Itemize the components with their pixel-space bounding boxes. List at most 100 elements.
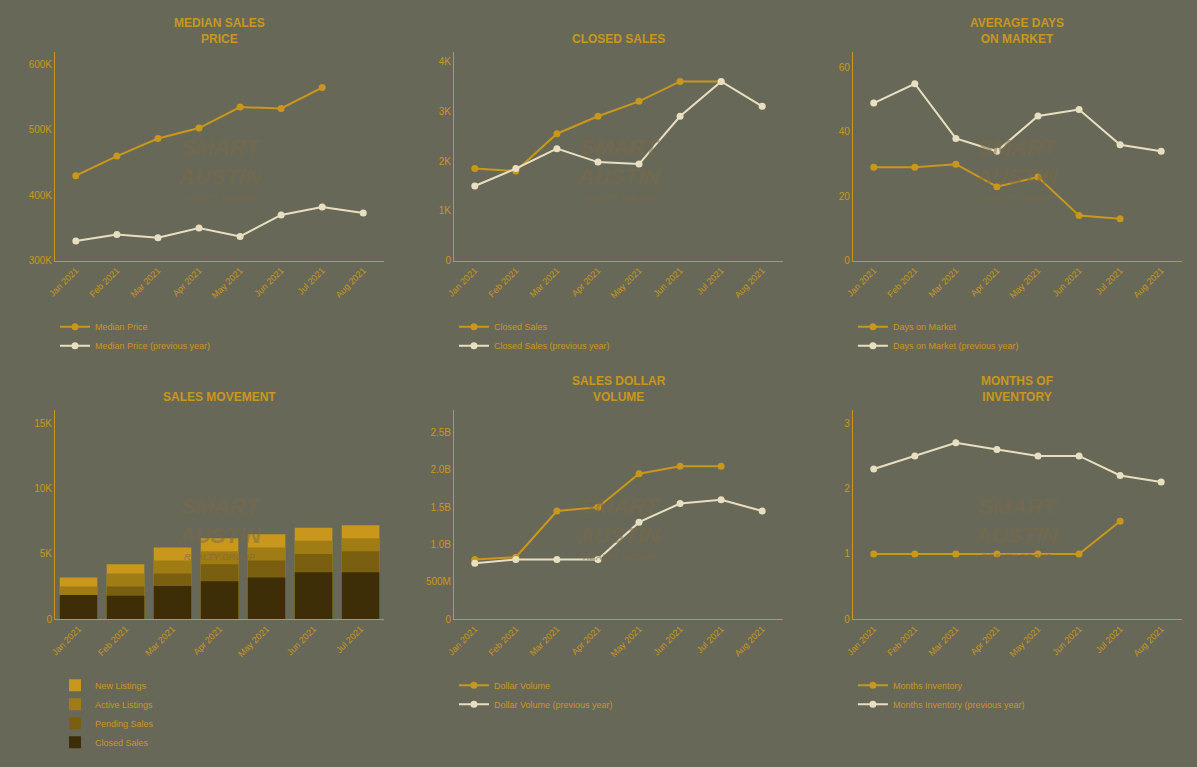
svg-text:Jan 2021: Jan 2021 (845, 265, 878, 298)
svg-text:Dollar Volume: Dollar Volume (494, 681, 550, 691)
svg-text:Mar 2021: Mar 2021 (926, 624, 960, 658)
svg-text:Aug 2021: Aug 2021 (732, 265, 766, 299)
svg-text:Apr 2021: Apr 2021 (570, 265, 603, 298)
svg-text:2: 2 (844, 483, 850, 494)
svg-text:REALTY GROUP: REALTY GROUP (981, 193, 1053, 203)
svg-text:Jan 2021: Jan 2021 (446, 265, 479, 298)
svg-text:Jun 2021: Jun 2021 (1050, 265, 1083, 298)
svg-text:Jul 2021: Jul 2021 (695, 265, 726, 296)
svg-text:Apr 2021: Apr 2021 (171, 265, 204, 298)
svg-text:Median Price: Median Price (95, 322, 148, 332)
svg-text:300K: 300K (29, 255, 53, 266)
svg-text:May 2021: May 2021 (1008, 624, 1043, 659)
svg-text:Days on Market (previous year): Days on Market (previous year) (893, 341, 1019, 351)
svg-text:Aug 2021: Aug 2021 (732, 624, 766, 658)
svg-text:Closed Sales: Closed Sales (494, 322, 548, 332)
svg-text:5K: 5K (40, 548, 53, 559)
svg-text:MONTHS OFINVENTORY: MONTHS OFINVENTORY (981, 374, 1053, 404)
svg-text:10K: 10K (34, 483, 52, 494)
svg-text:CLOSED SALES: CLOSED SALES (572, 32, 665, 46)
svg-text:Aug 2021: Aug 2021 (1131, 265, 1165, 299)
svg-text:Feb 2021: Feb 2021 (486, 624, 520, 658)
svg-text:400K: 400K (29, 190, 53, 201)
svg-text:Median Price (previous year): Median Price (previous year) (95, 341, 210, 351)
svg-text:Jun 2021: Jun 2021 (651, 624, 684, 657)
svg-text:New Listings: New Listings (95, 681, 147, 691)
svg-text:SMARTAUSTIN: SMARTAUSTIN (577, 494, 661, 548)
svg-text:0: 0 (46, 614, 52, 625)
svg-text:SMARTAUSTIN: SMARTAUSTIN (577, 135, 661, 189)
svg-text:2.5B: 2.5B (430, 427, 451, 438)
svg-text:Apr 2021: Apr 2021 (969, 265, 1002, 298)
svg-text:Active Listings: Active Listings (95, 700, 153, 710)
svg-text:500K: 500K (29, 124, 53, 135)
svg-text:0: 0 (445, 614, 451, 625)
svg-text:MEDIAN SALESPRICE: MEDIAN SALESPRICE (174, 16, 265, 46)
svg-text:Jul 2021: Jul 2021 (296, 265, 327, 296)
svg-text:Pending Sales: Pending Sales (95, 719, 154, 729)
svg-text:SMARTAUSTIN: SMARTAUSTIN (178, 135, 262, 189)
svg-text:Months Inventory: Months Inventory (893, 681, 963, 691)
svg-text:1: 1 (844, 548, 850, 559)
svg-text:0: 0 (844, 614, 850, 625)
svg-text:Jul 2021: Jul 2021 (1094, 265, 1125, 296)
svg-text:Feb 2021: Feb 2021 (885, 265, 919, 299)
svg-text:Apr 2021: Apr 2021 (570, 624, 603, 657)
svg-text:Feb 2021: Feb 2021 (885, 624, 919, 658)
svg-text:4K: 4K (439, 56, 452, 67)
svg-text:Aug 2021: Aug 2021 (1131, 624, 1165, 658)
svg-text:Feb 2021: Feb 2021 (96, 624, 130, 658)
svg-text:2.0B: 2.0B (430, 464, 451, 475)
svg-text:60: 60 (839, 62, 851, 73)
svg-text:May 2021: May 2021 (1008, 265, 1043, 300)
svg-text:Jul 2021: Jul 2021 (334, 624, 365, 655)
svg-text:Mar 2021: Mar 2021 (528, 265, 562, 299)
svg-text:Months Inventory (previous yea: Months Inventory (previous year) (893, 700, 1025, 710)
svg-text:Jan 2021: Jan 2021 (446, 624, 479, 657)
svg-text:600K: 600K (29, 59, 53, 70)
svg-text:Mar 2021: Mar 2021 (129, 265, 163, 299)
svg-text:May 2021: May 2021 (210, 265, 245, 300)
svg-text:3K: 3K (439, 106, 452, 117)
svg-text:Jul 2021: Jul 2021 (695, 624, 726, 655)
svg-text:Jan 2021: Jan 2021 (50, 624, 83, 657)
svg-text:Jan 2021: Jan 2021 (845, 624, 878, 657)
svg-text:REALTY GROUP: REALTY GROUP (583, 552, 655, 562)
svg-text:Feb 2021: Feb 2021 (486, 265, 520, 299)
svg-text:Closed Sales (previous year): Closed Sales (previous year) (494, 341, 610, 351)
svg-text:40: 40 (839, 126, 851, 137)
svg-text:Jul 2021: Jul 2021 (1094, 624, 1125, 655)
svg-text:15K: 15K (34, 418, 52, 429)
svg-text:Jun 2021: Jun 2021 (651, 265, 684, 298)
svg-text:May 2021: May 2021 (609, 265, 644, 300)
svg-text:Jun 2021: Jun 2021 (252, 265, 285, 298)
svg-text:SALES MOVEMENT: SALES MOVEMENT (163, 390, 276, 404)
svg-text:REALTY GROUP: REALTY GROUP (583, 193, 655, 203)
svg-text:Apr 2021: Apr 2021 (191, 624, 224, 657)
svg-text:May 2021: May 2021 (609, 624, 644, 659)
svg-text:SMARTAUSTIN: SMARTAUSTIN (975, 494, 1059, 548)
svg-text:REALTY GROUP: REALTY GROUP (981, 552, 1053, 562)
svg-text:500M: 500M (426, 576, 451, 587)
svg-text:Jan 2021: Jan 2021 (47, 265, 80, 298)
svg-text:3: 3 (844, 418, 850, 429)
svg-text:AVERAGE DAYSON MARKET: AVERAGE DAYSON MARKET (970, 16, 1064, 46)
svg-text:1.0B: 1.0B (430, 539, 451, 550)
svg-text:Feb 2021: Feb 2021 (88, 265, 122, 299)
svg-text:1.5B: 1.5B (430, 502, 451, 513)
svg-text:REALTY GROUP: REALTY GROUP (184, 193, 256, 203)
svg-text:Mar 2021: Mar 2021 (528, 624, 562, 658)
svg-text:Jun 2021: Jun 2021 (285, 624, 318, 657)
svg-text:Dollar Volume (previous year): Dollar Volume (previous year) (494, 700, 613, 710)
svg-text:SALES DOLLARVOLUME: SALES DOLLARVOLUME (572, 374, 666, 404)
svg-text:Mar 2021: Mar 2021 (926, 265, 960, 299)
svg-text:Aug 2021: Aug 2021 (334, 265, 368, 299)
svg-text:2K: 2K (439, 156, 452, 167)
svg-text:Jun 2021: Jun 2021 (1050, 624, 1083, 657)
svg-text:Mar 2021: Mar 2021 (143, 624, 177, 658)
svg-text:0: 0 (844, 255, 850, 266)
svg-text:SMARTAUSTIN: SMARTAUSTIN (178, 494, 262, 548)
svg-text:May 2021: May 2021 (236, 624, 271, 659)
svg-text:0: 0 (445, 255, 451, 266)
svg-text:Closed Sales: Closed Sales (95, 738, 149, 748)
